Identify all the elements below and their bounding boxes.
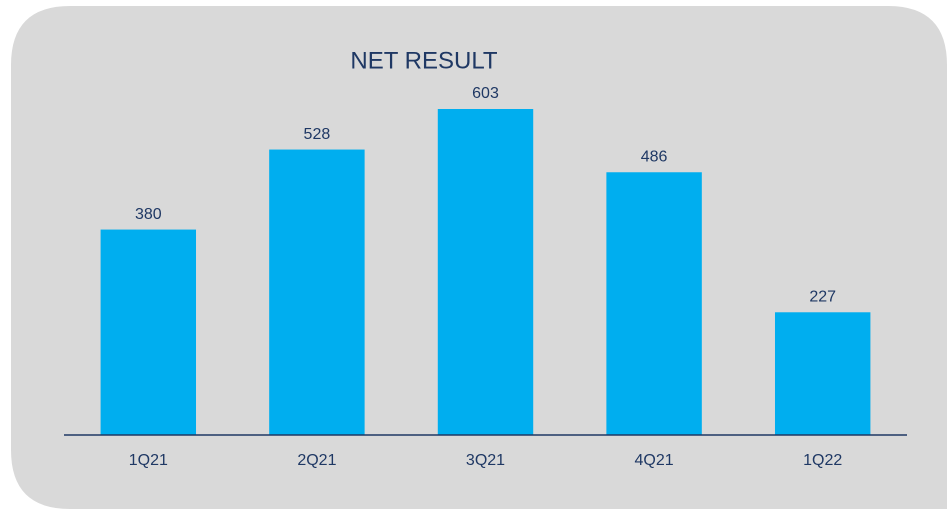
bar	[606, 172, 702, 436]
data-label: 486	[641, 148, 668, 165]
data-label: 227	[809, 288, 836, 305]
x-tick-label: 4Q21	[635, 452, 674, 469]
chart-title: NET RESULT	[350, 47, 497, 74]
x-tick-label: 1Q22	[803, 452, 842, 469]
data-label: 603	[472, 85, 499, 102]
data-label: 528	[304, 126, 331, 143]
bar	[774, 312, 871, 435]
bar	[269, 149, 365, 436]
x-tick-label: 3Q21	[466, 452, 505, 469]
bar	[437, 109, 534, 435]
data-label: 380	[135, 206, 162, 223]
x-tick-label: 2Q21	[297, 452, 336, 469]
bar	[100, 229, 197, 435]
x-tick-label: 1Q21	[129, 452, 168, 469]
